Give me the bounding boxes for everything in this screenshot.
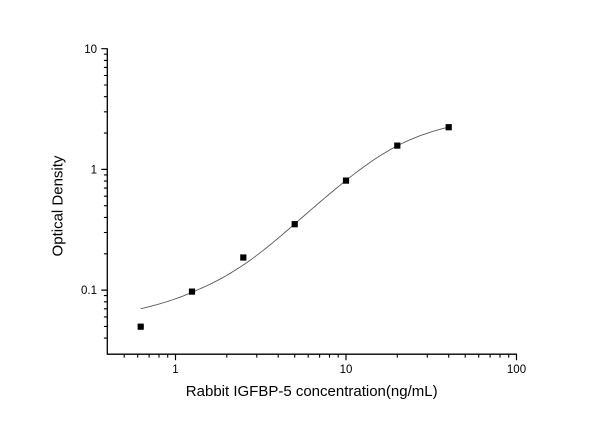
svg-text:Optical Density: Optical Density <box>50 155 67 256</box>
svg-text:10: 10 <box>340 364 353 376</box>
svg-text:10: 10 <box>84 44 97 56</box>
svg-text:0.1: 0.1 <box>81 285 97 297</box>
svg-text:Rabbit IGFBP-5 concentration(n: Rabbit IGFBP-5 concentration(ng/mL) <box>186 383 438 400</box>
svg-text:100: 100 <box>507 364 526 376</box>
svg-text:1: 1 <box>172 364 178 376</box>
svg-text:1: 1 <box>91 165 97 177</box>
